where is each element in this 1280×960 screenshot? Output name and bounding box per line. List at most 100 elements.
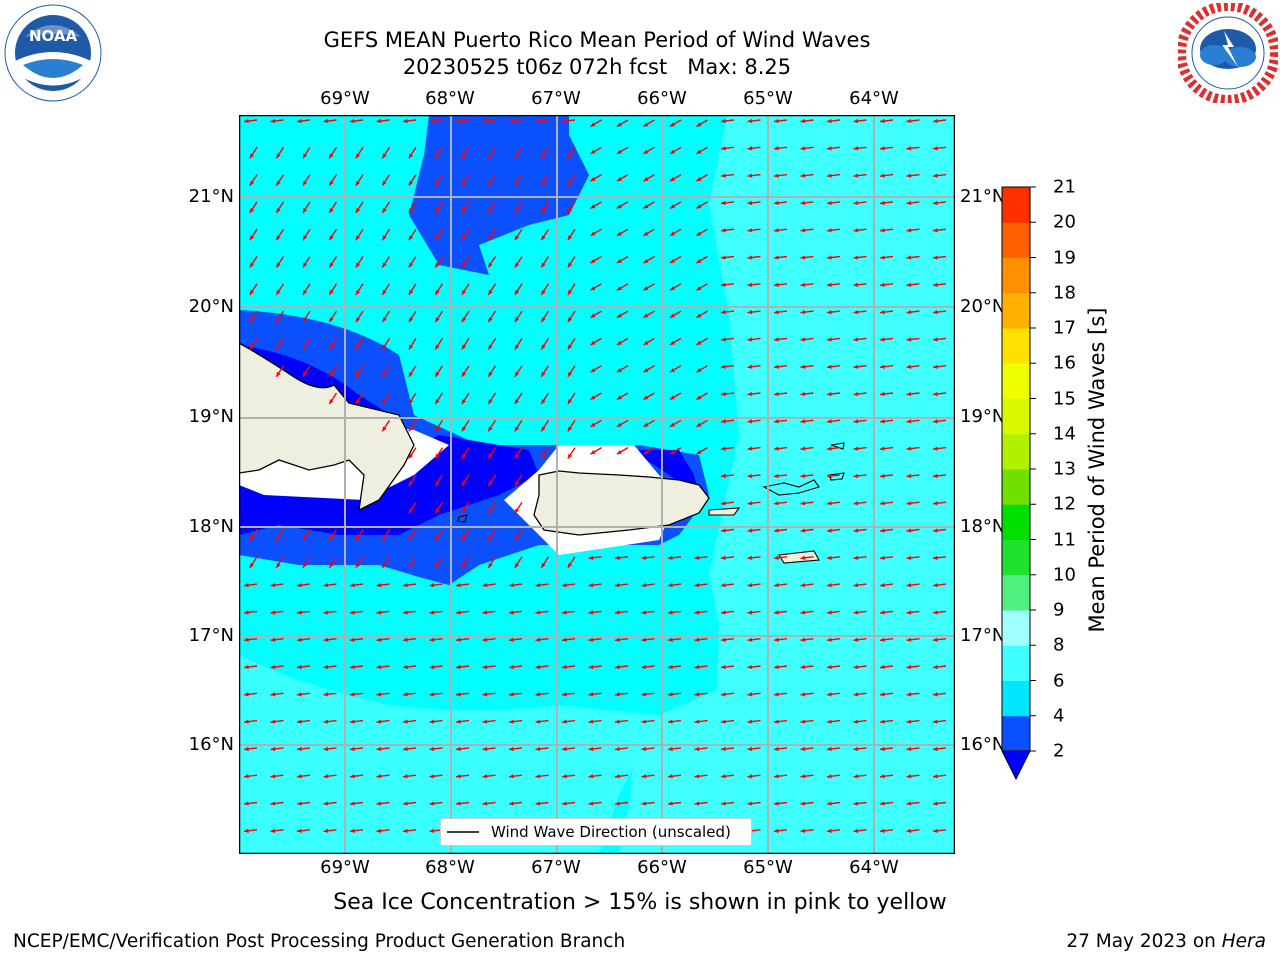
wind-wave-arrow-head (408, 453, 414, 459)
wind-wave-arrow-head (249, 535, 255, 541)
wind-wave-arrow-head (329, 344, 334, 350)
wind-wave-arrow-head (435, 535, 440, 541)
wind-wave-arrow-head (541, 180, 546, 186)
colorbar-tick-label: 8 (1053, 634, 1065, 656)
wind-wave-arrow-head (827, 282, 832, 287)
wind-wave-arrow-head (514, 371, 520, 377)
wind-wave-arrow-head (747, 555, 753, 560)
lat-label-left-16n: 16°N (188, 734, 234, 755)
wind-wave-arrow-head (827, 664, 832, 670)
wind-wave-arrow-head (382, 344, 387, 350)
wind-wave-arrow-head (853, 309, 859, 315)
wind-wave-arrow-head (774, 118, 779, 124)
wind-wave-arrow-head (643, 368, 649, 373)
wind-wave-arrow-head (541, 262, 546, 268)
wind-wave-arrow-head (514, 207, 520, 213)
wind-wave-arrow-head (456, 637, 461, 642)
wind-wave-arrow-head (429, 801, 435, 806)
lon-label-bottom-66w: 66°W (637, 857, 687, 878)
wind-wave-arrow-head (403, 664, 408, 670)
wind-wave-arrow-head (350, 774, 355, 779)
wind-wave-arrow-head (747, 255, 753, 260)
wind-wave-arrow-head (270, 801, 276, 806)
wind-wave-arrow-head (906, 582, 912, 588)
wind-wave-arrow-head (615, 774, 620, 779)
wind-wave-arrow-head (747, 719, 753, 724)
colorbar-tick-label: 21 (1053, 176, 1076, 198)
wind-wave-arrow-head (933, 200, 938, 206)
wind-wave-arrow-head (270, 719, 276, 724)
wind-wave-arrow-head (435, 262, 440, 268)
wind-wave-arrow-head (616, 122, 622, 127)
wind-wave-arrow-head (853, 637, 859, 642)
wind-wave-arrow-head (933, 582, 938, 588)
wind-wave-arrow-head (302, 562, 308, 568)
wind-wave-arrow-head (514, 426, 520, 432)
wind-wave-arrow-head (488, 207, 493, 213)
wind-wave-arrow-head (933, 391, 938, 397)
wind-wave-arrow-head (590, 149, 596, 154)
wind-wave-arrow-head (721, 774, 726, 779)
wind-wave-arrow-head (747, 282, 753, 287)
wind-wave-arrow-head (350, 664, 355, 670)
wind-wave-arrow-head (590, 204, 596, 209)
wind-wave-arrow-head (827, 309, 832, 315)
wind-wave-arrow-head (668, 582, 673, 588)
wind-wave-arrow-head (696, 368, 702, 373)
wind-wave-arrow-head (249, 235, 255, 241)
wind-wave-arrow-head (641, 610, 647, 615)
colorbar-tick-label: 11 (1053, 529, 1076, 550)
wind-wave-arrow-head (567, 180, 573, 186)
wind-wave-arrow-head (800, 200, 806, 206)
wind-wave-arrow-head (853, 582, 859, 588)
wind-wave-arrow-head (800, 255, 806, 260)
wind-wave-arrow-head (668, 774, 673, 779)
wind-wave-arrow-head (562, 637, 567, 642)
wind-wave-arrow-head (827, 801, 832, 806)
wind-wave-arrow-head (853, 692, 859, 697)
wind-wave-arrow-head (435, 508, 440, 514)
wind-wave-arrow-head (906, 309, 912, 315)
wind-wave-arrow-head (721, 255, 726, 260)
wind-wave-arrow-head (853, 719, 859, 724)
wind-wave-arrow-head (461, 371, 467, 377)
wind-wave-arrow-head (514, 508, 520, 514)
wind-wave-arrow-head (509, 610, 514, 615)
wind-wave-arrow-head (800, 391, 806, 397)
wind-wave-arrow-head (747, 501, 753, 506)
wind-wave-arrow-head (562, 692, 567, 697)
wind-wave-arrow-head (616, 149, 622, 154)
wind-wave-arrow-head (244, 582, 249, 588)
wind-wave-arrow-head (933, 228, 938, 233)
wind-wave-arrow-head (616, 340, 622, 345)
wind-wave-arrow-head (429, 828, 435, 833)
wind-wave-arrow-head (541, 235, 546, 241)
wind-wave-arrow-head (827, 692, 832, 697)
wind-wave-arrow-head (827, 582, 832, 588)
wind-wave-arrow-head (616, 176, 622, 182)
wind-wave-arrow-head (933, 801, 938, 806)
wind-wave-arrow-head (350, 582, 355, 588)
wind-wave-arrow-head (249, 344, 255, 350)
wind-wave-arrow-head (669, 149, 675, 154)
wind-wave-arrow-head (696, 395, 702, 400)
wind-wave-arrow-head (276, 235, 281, 241)
wind-wave-arrow-head (355, 371, 361, 377)
wind-wave-arrow-head (535, 801, 541, 806)
wind-wave-arrow-head (509, 746, 514, 752)
noaa-logo-text: NOAA (29, 27, 78, 45)
wind-wave-arrow-head (643, 176, 649, 182)
chart-title: GEFS MEAN Puerto Rico Mean Period of Win… (323, 28, 871, 52)
wind-wave-arrow-head (669, 449, 675, 455)
wind-wave-arrow-head (721, 664, 726, 670)
wind-wave-arrow-head (641, 582, 647, 588)
wind-wave-arrow-head (800, 173, 806, 178)
wind-wave-arrow-head (933, 719, 938, 724)
wind-wave-arrow-head (435, 399, 440, 405)
wind-wave-arrow-head (721, 719, 726, 724)
wind-wave-arrow-head (270, 637, 276, 642)
colorbar-segment (1002, 715, 1030, 752)
wind-wave-arrow-head (302, 289, 308, 295)
wind-wave-arrow-head (853, 746, 859, 752)
wind-wave-arrow-head (461, 453, 467, 459)
